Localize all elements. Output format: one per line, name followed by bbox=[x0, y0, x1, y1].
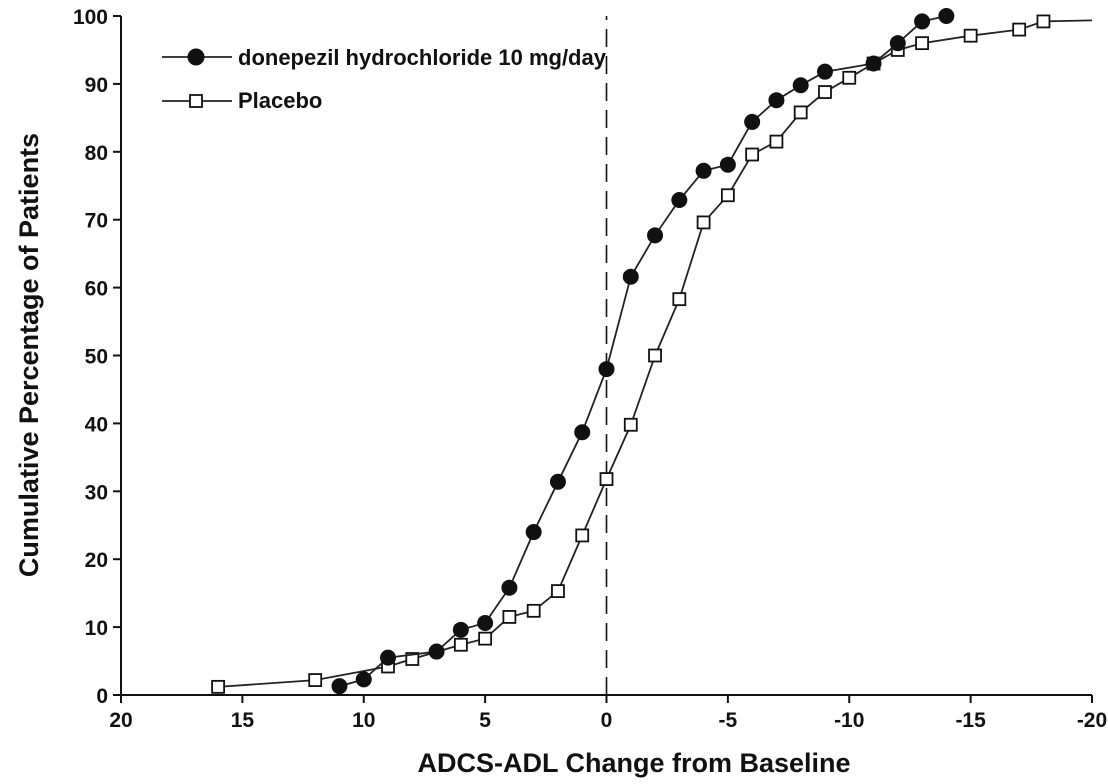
data-point-placebo bbox=[1012, 22, 1027, 37]
series-placebo bbox=[211, 14, 1093, 694]
data-point-donepezil bbox=[355, 671, 372, 688]
y-tick-label: 80 bbox=[85, 142, 108, 165]
data-point-placebo bbox=[818, 85, 832, 99]
data-point-donepezil bbox=[914, 13, 931, 30]
data-point-placebo bbox=[672, 292, 687, 307]
x-tick-label: 0 bbox=[601, 709, 613, 732]
data-point-donepezil bbox=[647, 227, 664, 244]
data-point-donepezil bbox=[331, 678, 348, 695]
data-point-donepezil bbox=[380, 649, 397, 666]
data-point-placebo bbox=[648, 348, 662, 363]
data-point-placebo bbox=[526, 603, 541, 618]
data-point-donepezil bbox=[865, 55, 882, 72]
y-tick-label: 100 bbox=[73, 6, 108, 29]
data-point-donepezil bbox=[477, 615, 494, 632]
series-donepezil bbox=[331, 8, 955, 695]
y-tick-label: 50 bbox=[85, 346, 108, 369]
data-point-donepezil bbox=[719, 156, 736, 173]
data-point-donepezil bbox=[768, 92, 785, 109]
series-line-donepezil bbox=[339, 15, 947, 688]
data-point-donepezil bbox=[938, 8, 955, 24]
data-point-placebo bbox=[793, 105, 808, 120]
data-point-donepezil bbox=[671, 192, 688, 209]
plot-area bbox=[211, 8, 1093, 695]
data-point-donepezil bbox=[695, 162, 712, 179]
y-tick-label: 20 bbox=[85, 549, 108, 572]
data-point-placebo bbox=[575, 528, 590, 543]
legend: donepezil hydrochloride 10 mg/day Placeb… bbox=[162, 45, 607, 113]
data-point-donepezil bbox=[792, 77, 809, 94]
y-tick-label: 30 bbox=[85, 481, 108, 504]
x-tick-label: 10 bbox=[352, 709, 375, 732]
x-tick-label: -5 bbox=[719, 709, 738, 732]
legend-label-placebo: Placebo bbox=[238, 88, 322, 113]
y-tick-label: 70 bbox=[85, 210, 108, 233]
data-point-placebo bbox=[842, 70, 857, 85]
data-point-placebo bbox=[211, 679, 226, 694]
legend-item-donepezil: donepezil hydrochloride 10 mg/day bbox=[162, 45, 607, 70]
legend-marker-filled-circle-icon bbox=[187, 48, 205, 66]
legend-item-placebo: Placebo bbox=[162, 88, 322, 113]
data-point-donepezil bbox=[744, 113, 761, 130]
y-tick-label: 60 bbox=[85, 278, 108, 301]
axis-ticks: 20 15 10 5 0 -5 -10 -15 -20010203040506070809010… bbox=[73, 6, 1107, 732]
y-axis-title: Cumulative Percentage of Patients bbox=[14, 133, 44, 577]
data-point-donepezil bbox=[525, 524, 542, 541]
x-tick-label: 15 bbox=[231, 709, 255, 732]
data-point-placebo bbox=[308, 673, 323, 687]
data-point-placebo bbox=[478, 631, 493, 646]
data-point-donepezil bbox=[452, 621, 469, 638]
data-point-placebo bbox=[405, 652, 420, 666]
data-point-donepezil bbox=[549, 473, 566, 490]
data-point-donepezil bbox=[816, 63, 833, 80]
data-point-placebo bbox=[1036, 14, 1051, 29]
legend-marker-open-square-icon bbox=[189, 94, 203, 108]
y-tick-label: 0 bbox=[96, 685, 108, 708]
data-point-donepezil bbox=[889, 35, 906, 52]
data-point-donepezil bbox=[574, 424, 591, 441]
x-tick-label: 5 bbox=[479, 709, 491, 732]
x-axis-title: ADCS-ADL Change from Baseline bbox=[417, 748, 850, 778]
data-point-donepezil bbox=[428, 643, 445, 660]
data-point-placebo bbox=[915, 36, 929, 51]
x-tick-label: 20 bbox=[109, 709, 132, 732]
y-tick-label: 40 bbox=[85, 413, 108, 436]
data-point-placebo bbox=[599, 472, 614, 486]
data-point-donepezil bbox=[622, 268, 639, 285]
y-tick-label: 90 bbox=[85, 74, 108, 97]
legend-label-donepezil: donepezil hydrochloride 10 mg/day bbox=[238, 45, 607, 70]
data-point-donepezil bbox=[598, 361, 615, 378]
data-point-placebo bbox=[720, 188, 735, 203]
data-point-placebo bbox=[502, 610, 517, 624]
data-point-placebo bbox=[963, 28, 978, 43]
y-tick-label: 10 bbox=[85, 617, 108, 640]
data-point-donepezil bbox=[501, 579, 518, 596]
data-point-placebo bbox=[453, 637, 468, 652]
data-point-placebo bbox=[696, 215, 711, 230]
x-tick-label: -20 bbox=[1077, 709, 1107, 732]
data-point-placebo bbox=[623, 417, 638, 432]
series-line-placebo bbox=[218, 19, 1093, 688]
x-tick-label: -10 bbox=[834, 709, 864, 732]
data-point-placebo bbox=[551, 584, 565, 599]
x-tick-label: -15 bbox=[955, 709, 986, 732]
data-point-placebo bbox=[769, 134, 784, 149]
data-point-placebo bbox=[745, 147, 760, 162]
